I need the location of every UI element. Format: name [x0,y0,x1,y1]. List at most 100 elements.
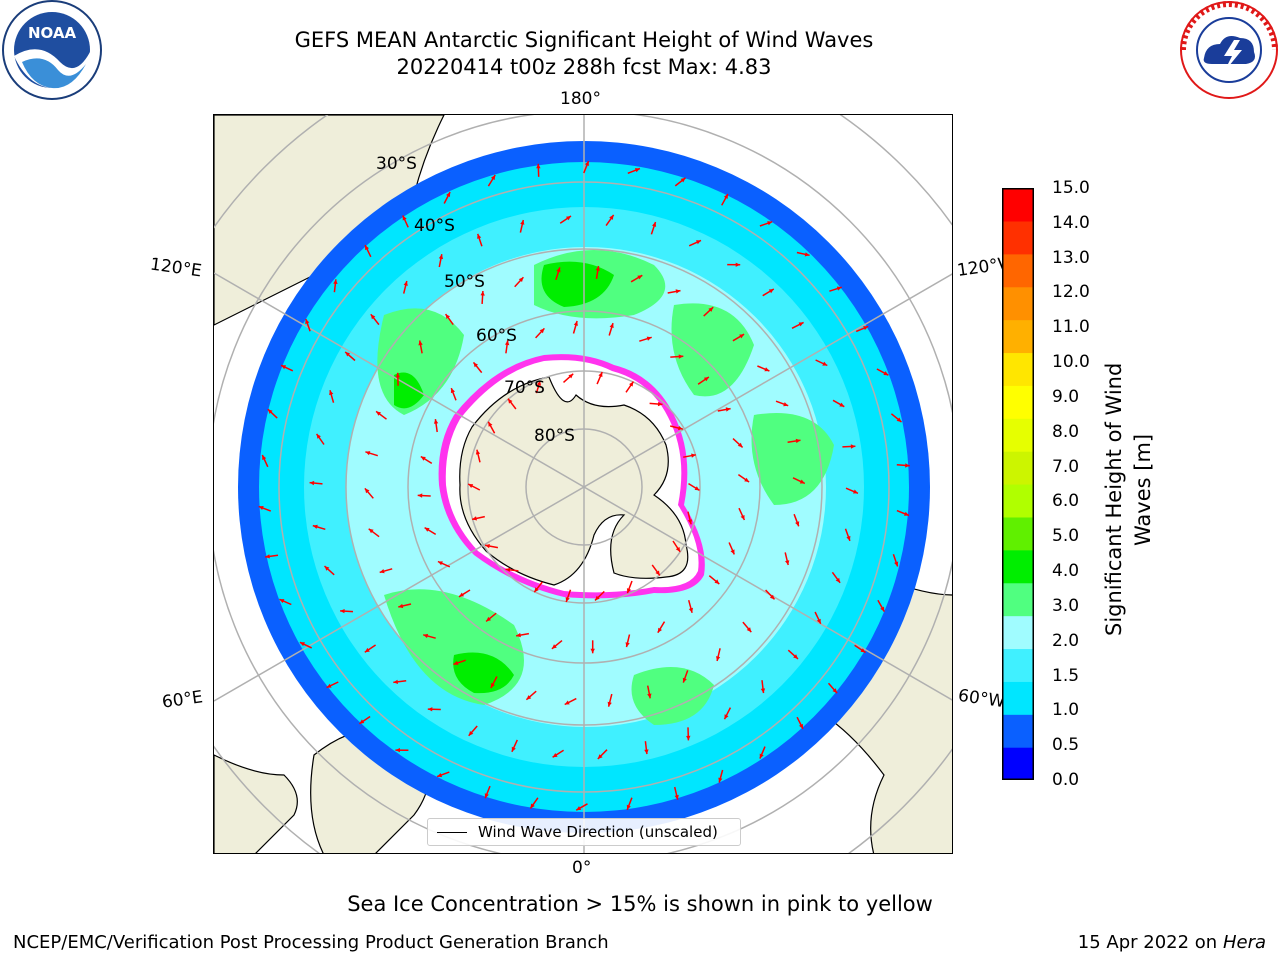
wave-arrow-head [644,749,649,755]
wave-arrow-head [475,449,481,455]
colorbar-cell [1002,484,1034,518]
lat-label-30s: 30°S [376,154,417,174]
colorbar-tick-label: 9.0 [1052,386,1080,407]
wave-arrow-head [609,214,614,220]
wave-arrow-head [746,627,752,633]
wave-arrow-head [595,595,600,601]
wave-arrow-head [735,262,741,267]
wave-arrow-head [769,594,775,600]
wave-arrow-head [740,515,745,520]
wave-arrow-head [511,746,516,752]
sea-ice-note: Sea Ice Concentration > 15% is shown in … [347,892,933,916]
wave-arrow-head [518,277,524,282]
lat-label-40s: 40°S [414,216,455,236]
polar-map: 30°S 40°S 50°S 60°S 70°S 80°S [214,115,952,853]
wave-arrow-head [760,688,766,694]
wave-arrow-head [816,618,821,624]
wave-arrow-head [768,289,774,294]
wave-arrow-head [678,425,683,431]
wave-arrow-head [682,677,687,683]
wave-arrow-head [333,279,338,284]
wave-arrow-head [598,372,603,378]
wave-arrow-head [626,804,631,810]
chart-subtitle: 20220414 t00z 288h fcst Max: 4.83 [396,55,772,79]
wave-arrow-head [853,489,858,494]
colorbar-label-line1: Significant Height of Wind [1102,362,1126,636]
wave-arrow-head [657,627,662,633]
wave-arrow-head [395,748,400,753]
wave-arrow-head [437,561,443,566]
wave-arrow-head [637,275,643,280]
chart-title: GEFS MEAN Antarctic Significant Height o… [294,28,874,52]
wave-arrow-head [716,656,721,661]
wave-arrow-head [739,334,745,339]
colorbar-tick-label: 15.0 [1052,178,1090,198]
colorbar-cell [1002,188,1034,222]
wave-arrow-head [368,528,374,534]
map-panel: 30°S 40°S 50°S 60°S 70°S 80°S [213,114,953,854]
colorbar-cell [1002,286,1034,321]
wave-direction-arrows [258,160,910,811]
colorbar-cell [1002,747,1034,780]
wave-arrow-head [326,683,332,688]
wave-arrow-head [423,633,429,639]
wave-arrow-head [737,442,743,448]
wave-arrow-head [675,547,681,552]
wave-arrow-head [723,194,728,199]
wave-arrow-head [646,336,652,341]
colorbar-label-line2: Waves [m] [1131,433,1155,546]
wave-arrow-head [759,753,764,759]
wave-arrow-head [433,419,439,424]
wave-arrow-head [607,701,612,707]
wave-arrow-head [764,367,770,372]
wave-arrow-head [520,220,525,225]
footer-date: 15 Apr 2022 on Hera [1078,932,1266,953]
wave-patches-4-5 [394,261,614,694]
wave-arrow-head [730,549,735,555]
wave-arrow-head [647,693,652,699]
nws-logo [1180,1,1278,99]
wave-arrow-head [904,511,909,516]
wave-arrow-head [798,322,804,327]
wave-arrow-head [566,216,571,221]
wave-arrow-head [446,192,451,197]
lon-label-60w: 60°W [956,685,1007,713]
wave-arrow-head [573,321,578,326]
wave-arrow-head [896,417,902,422]
wave-arrow-head [609,323,614,328]
colorbar-cell [1002,714,1034,748]
colorbar-cell [1002,615,1034,650]
colorbar-cell [1002,549,1034,584]
wave-arrow-head [629,381,634,387]
colorbar-tick-label: 14.0 [1052,212,1090,233]
wave-arrow-head [370,314,376,320]
map-legend: Wind Wave Direction (unscaled) [427,818,741,846]
wave-arrow-head [905,463,910,468]
wave-arrow-head [860,648,866,653]
colorbar-cell [1002,582,1034,617]
wave-arrow-head [258,506,264,510]
legend-line-sample [437,832,467,833]
wave-arrow-head [590,648,595,654]
wave-arrow-head [767,221,773,226]
wave-arrow-head [696,240,701,245]
lat-label-80s: 80°S [534,426,575,446]
lon-label-120e: 120°E [148,254,203,282]
footer-org: NCEP/EMC/Verification Post Processing Pr… [13,932,609,953]
wave-arrow-head [417,493,423,498]
wave-arrow-head [634,168,640,173]
wave-arrow-head [565,597,570,602]
colorbar-tick-label: 5.0 [1052,526,1080,547]
wave-arrow-head [725,407,731,412]
wave-arrow-head [795,521,800,527]
wave-arrow-head [324,566,330,571]
wave-arrow-head [625,642,630,648]
wave-arrow-head [850,444,856,449]
lon-label-180: 180° [560,89,601,109]
wave-arrow-head [835,577,841,583]
colorbar-cell [1002,385,1034,419]
wave-arrow-head [678,354,684,359]
wave-arrow-head [316,433,321,439]
lat-label-60s: 60°S [476,326,517,346]
wave-arrow-head [894,561,899,567]
